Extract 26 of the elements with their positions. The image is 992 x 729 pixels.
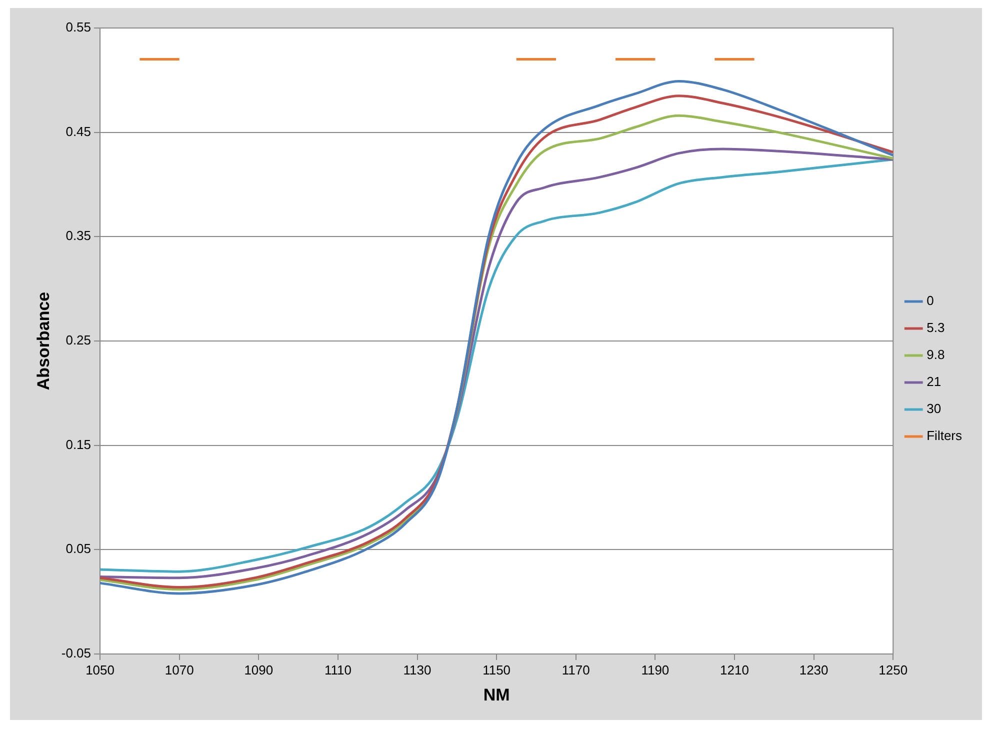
x-axis-title: NM bbox=[483, 685, 510, 704]
y-tick-label: 0.45 bbox=[66, 124, 92, 139]
legend-label: 5.3 bbox=[926, 320, 945, 336]
y-tick-label: -0.05 bbox=[61, 646, 92, 661]
y-tick-label: 0.35 bbox=[66, 228, 92, 244]
x-tick-label: 1250 bbox=[878, 662, 908, 678]
legend-label: 9.8 bbox=[926, 347, 945, 362]
x-tick-label: 1210 bbox=[720, 662, 749, 678]
x-tick-label: 1170 bbox=[562, 662, 590, 678]
y-tick-label: 0.05 bbox=[66, 541, 92, 556]
y-tick-label: 0.15 bbox=[66, 436, 92, 452]
x-tick-label: 1150 bbox=[482, 662, 511, 678]
x-tick-label: 1190 bbox=[641, 662, 670, 678]
x-tick-label: 1110 bbox=[324, 662, 352, 678]
legend-label: 30 bbox=[926, 401, 942, 416]
y-tick-label: 0.25 bbox=[66, 332, 92, 348]
x-tick-label: 1090 bbox=[244, 662, 274, 678]
x-tick-label: 1070 bbox=[164, 662, 194, 678]
y-tick-label: 0.55 bbox=[66, 20, 92, 35]
legend-label: 0 bbox=[926, 293, 934, 308]
x-tick-label: 1050 bbox=[86, 662, 114, 678]
x-tick-label: 1130 bbox=[403, 662, 432, 678]
y-axis-title: Absorbance bbox=[34, 292, 53, 390]
x-tick-label: 1230 bbox=[799, 662, 828, 678]
legend-label: Filters bbox=[926, 428, 962, 444]
legend-label: 21 bbox=[926, 374, 942, 390]
